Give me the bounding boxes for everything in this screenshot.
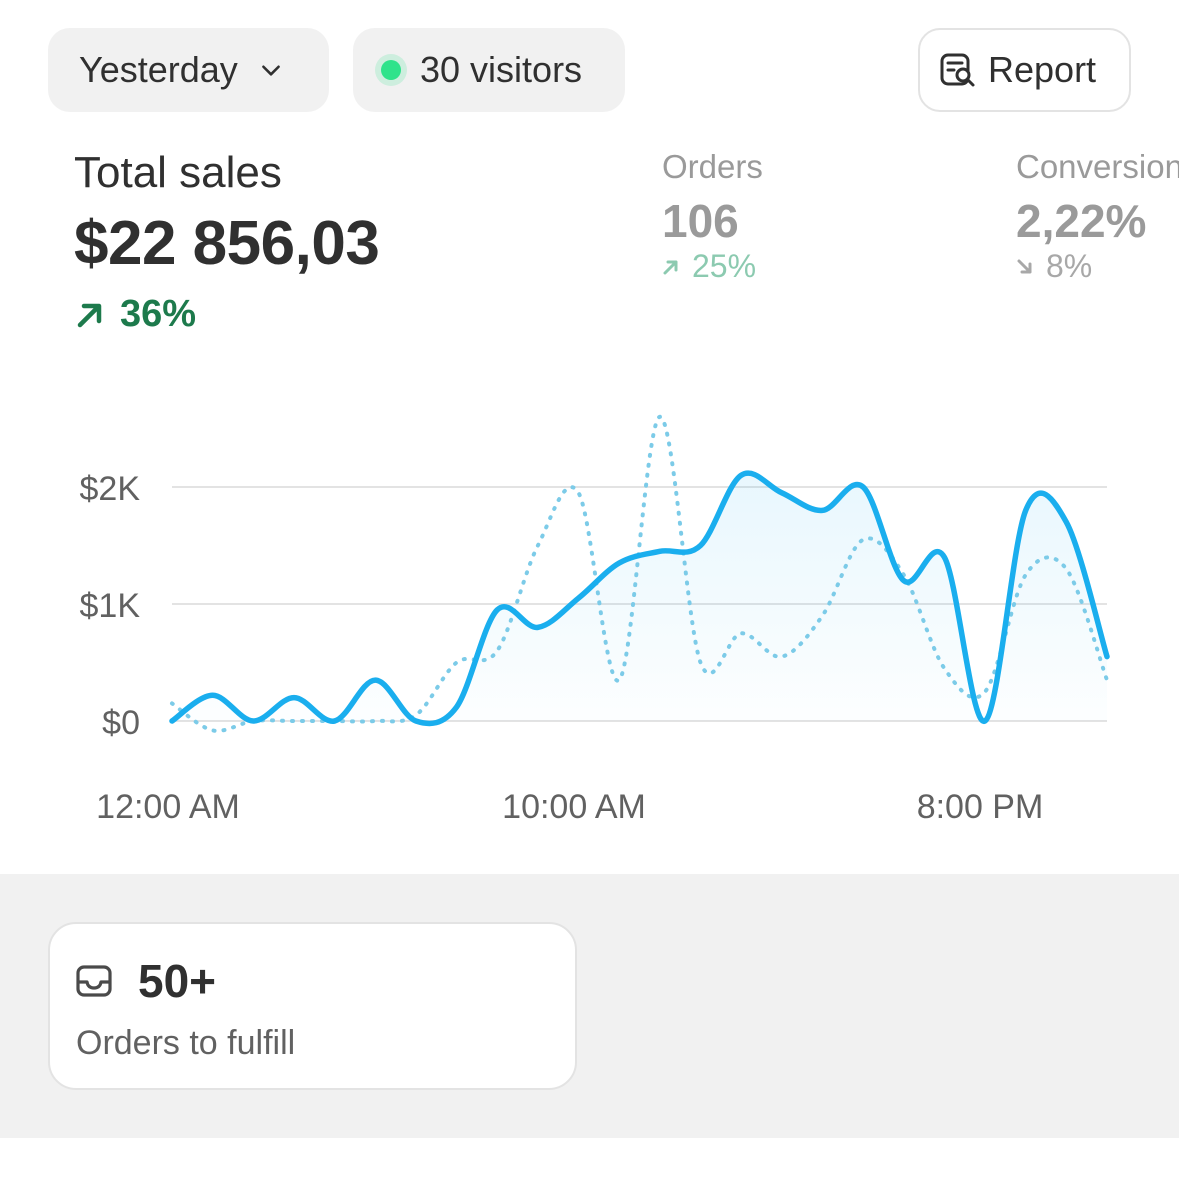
date-range-label: Yesterday — [79, 49, 238, 90]
sales-area-fill — [172, 473, 1107, 724]
date-range-selector[interactable]: Yesterday — [48, 28, 329, 112]
fulfill-label: Orders to fulfill — [76, 1024, 296, 1062]
orders-delta-value: 25% — [692, 248, 757, 284]
orders-value: 106 — [662, 195, 739, 247]
sales-series-line — [169, 470, 1110, 727]
x-tick-label: 10:00 AM — [502, 788, 646, 826]
conversion-delta: 8% — [1016, 248, 1179, 285]
conversion-value: 2,22% — [1016, 195, 1147, 247]
total-sales-delta-value: 36% — [120, 293, 197, 335]
arrow-up-right-icon — [663, 260, 678, 274]
conversion-metric[interactable]: Conversion 2,22% 8% — [1016, 148, 1179, 285]
comparison-series-line — [170, 414, 1109, 733]
live-visitors-badge[interactable]: 30 visitors — [353, 28, 625, 112]
orders-delta: 25% — [662, 248, 763, 285]
report-label: Report — [988, 49, 1097, 90]
fulfill-count: 50+ — [138, 955, 217, 1007]
orders-metric[interactable]: Orders 106 25% — [662, 148, 763, 285]
y-tick-label: $1K — [80, 587, 141, 625]
total-sales-value: $22 856,03 — [74, 209, 380, 278]
total-sales-label: Total sales — [74, 148, 282, 197]
arrow-down-right-icon — [1017, 259, 1032, 273]
sales-chart[interactable]: $0 $1K $2K 12:00 AM 10:00 AM 8:00 PM — [0, 380, 1179, 840]
inbox-icon — [74, 961, 114, 1001]
total-sales-delta: 36% — [74, 293, 379, 336]
report-button[interactable]: Report — [918, 28, 1131, 112]
y-tick-label: $0 — [102, 704, 140, 742]
arrow-up-right-icon — [77, 303, 102, 327]
tasks-panel: 50+ Orders to fulfill — [0, 874, 1179, 1138]
filter-bar: Yesterday 30 visitors Report — [0, 0, 1179, 140]
report-icon — [938, 50, 978, 90]
x-tick-label: 12:00 AM — [96, 788, 240, 826]
chevron-down-icon — [256, 55, 286, 85]
conversion-delta-value: 8% — [1046, 248, 1093, 284]
orders-to-fulfill-card[interactable]: 50+ Orders to fulfill — [48, 922, 577, 1090]
x-tick-label: 8:00 PM — [917, 788, 1044, 826]
total-sales-metric[interactable]: Total sales $22 856,03 36% — [74, 148, 380, 336]
sales-chart-svg: $0 $1K $2K 12:00 AM 10:00 AM 8:00 PM — [80, 414, 1110, 826]
live-visitors-label: 30 visitors — [420, 49, 583, 90]
y-tick-label: $2K — [80, 470, 141, 508]
live-dot-icon — [373, 52, 409, 88]
orders-label: Orders — [662, 148, 763, 185]
conversion-label: Conversion — [1016, 148, 1179, 185]
